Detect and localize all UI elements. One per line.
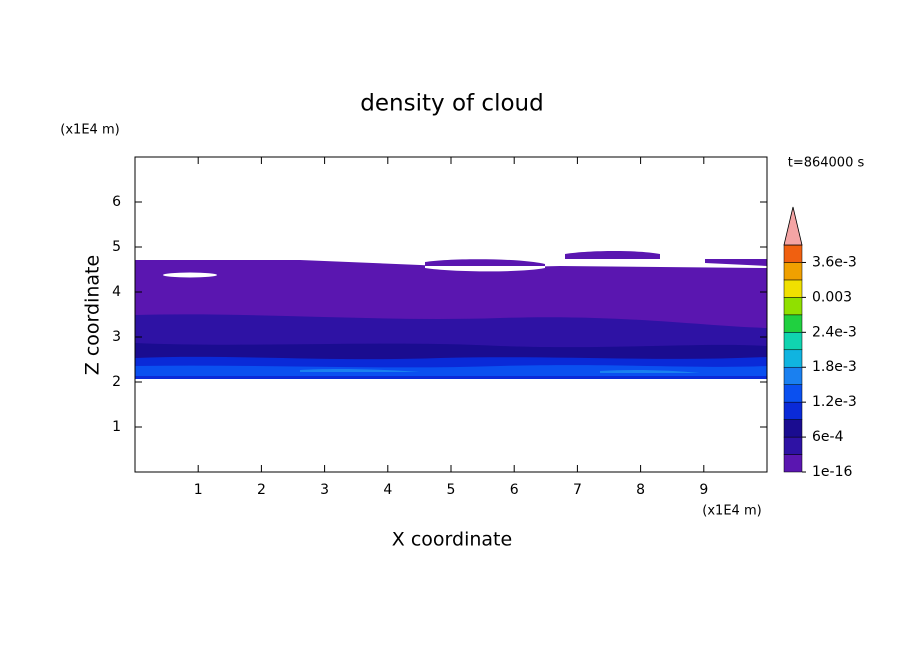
x-tick-label: 9 — [699, 482, 708, 498]
x-tick-label: 8 — [636, 482, 645, 498]
colorbar-label: 3.6e-3 — [812, 254, 857, 270]
chart-title: density of cloud — [360, 91, 543, 117]
contour-fill — [425, 259, 545, 268]
x-tick-label: 1 — [194, 482, 203, 498]
colorbar-box — [783, 384, 803, 403]
y-tick-label: 3 — [112, 329, 121, 345]
contour-gap — [425, 266, 545, 272]
y-tick-label: 2 — [112, 374, 121, 390]
colorbar-label: 0.003 — [812, 289, 852, 305]
colorbar-box — [783, 244, 803, 263]
contour-field — [135, 251, 767, 379]
colorbar-box — [783, 454, 803, 473]
colorbar-label: 1.8e-3 — [812, 359, 857, 375]
colorbar-box — [783, 436, 803, 455]
x-unit: (x1E4 m) — [702, 504, 761, 519]
x-tick-label: 4 — [383, 482, 392, 498]
annotation: t=864000 s — [788, 156, 865, 171]
y-tick-label: 1 — [112, 419, 121, 435]
x-tick-label: 2 — [257, 482, 266, 498]
colorbar-label: 2.4e-3 — [812, 324, 857, 340]
colorbar-box — [783, 262, 803, 281]
y-tick-label: 5 — [112, 239, 121, 255]
colorbar-box — [783, 314, 803, 333]
contour-fill — [135, 365, 767, 376]
colorbar-label: 1e-16 — [812, 464, 852, 480]
contour-fill — [705, 259, 767, 266]
colorbar-box — [783, 401, 803, 420]
colorbar-label: 6e-4 — [812, 429, 844, 445]
x-tick-label: 3 — [320, 482, 329, 498]
colorbar-extend — [783, 206, 803, 246]
colorbar-box — [783, 349, 803, 368]
y-axis-title: Z coordinate — [82, 255, 104, 375]
colorbar-box — [783, 366, 803, 385]
colorbar-box — [783, 332, 803, 351]
x-tick-label: 5 — [447, 482, 456, 498]
y-tick-label: 6 — [112, 194, 121, 210]
colorbar-label: 1.2e-3 — [812, 394, 857, 410]
x-tick-label: 6 — [510, 482, 519, 498]
colorbar-box — [783, 297, 803, 316]
x-tick-label: 7 — [573, 482, 582, 498]
x-axis-title: X coordinate — [392, 529, 512, 551]
y-tick-label: 4 — [112, 284, 121, 300]
contour-fill — [300, 368, 700, 373]
y-unit: (x1E4 m) — [60, 123, 119, 138]
contour-fill — [565, 251, 660, 259]
contour-gap — [163, 272, 217, 278]
colorbar-box — [783, 419, 803, 438]
colorbar-box — [783, 279, 803, 298]
